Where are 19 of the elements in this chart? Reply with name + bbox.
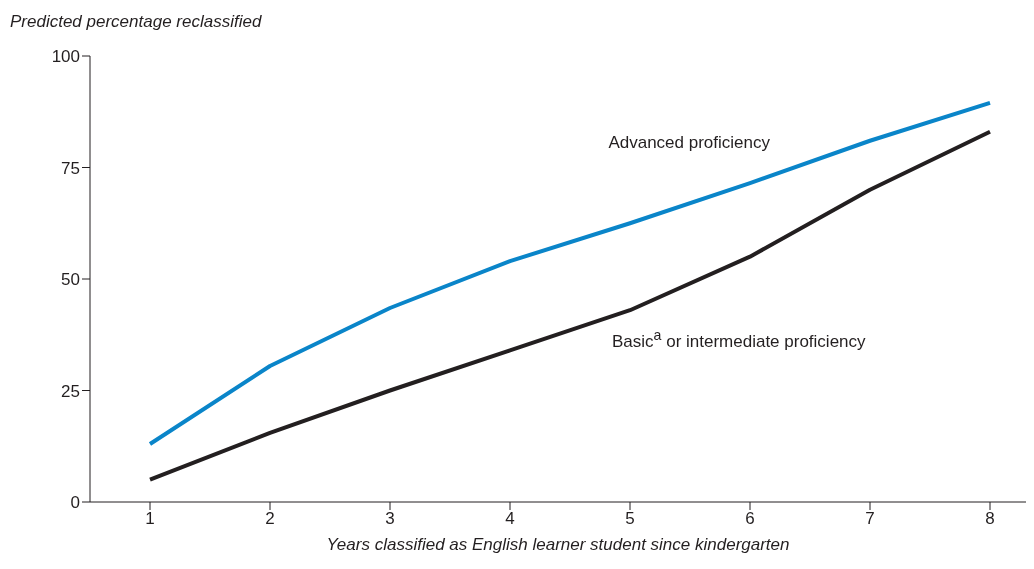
line-series bbox=[148, 129, 992, 482]
x-tick-label: 3 bbox=[385, 509, 395, 529]
y-tick-label: 0 bbox=[70, 493, 80, 513]
y-tick-label: 75 bbox=[61, 158, 80, 178]
x-tick-label: 5 bbox=[625, 509, 635, 529]
y-tick-label: 50 bbox=[61, 270, 80, 290]
x-tick-label: 2 bbox=[265, 509, 275, 529]
x-tick-label: 8 bbox=[985, 509, 995, 529]
series-label: Basic$^{a}$ or intermediate proficiency bbox=[612, 326, 866, 352]
y-tick-label: 100 bbox=[51, 47, 80, 67]
x-axis-title: Years classified as English learner student since kindergarten bbox=[325, 535, 791, 555]
line-series bbox=[148, 100, 992, 447]
x-tick-label: 7 bbox=[865, 509, 875, 529]
y-axis-title: Predicted percentage reclassified bbox=[10, 12, 262, 32]
x-tick-label: 6 bbox=[745, 509, 755, 529]
series-label: Advanced proficiency bbox=[608, 132, 770, 153]
x-tick-label: 1 bbox=[145, 509, 155, 529]
x-tick-label: 4 bbox=[505, 509, 515, 529]
y-tick-label: 25 bbox=[61, 381, 80, 401]
